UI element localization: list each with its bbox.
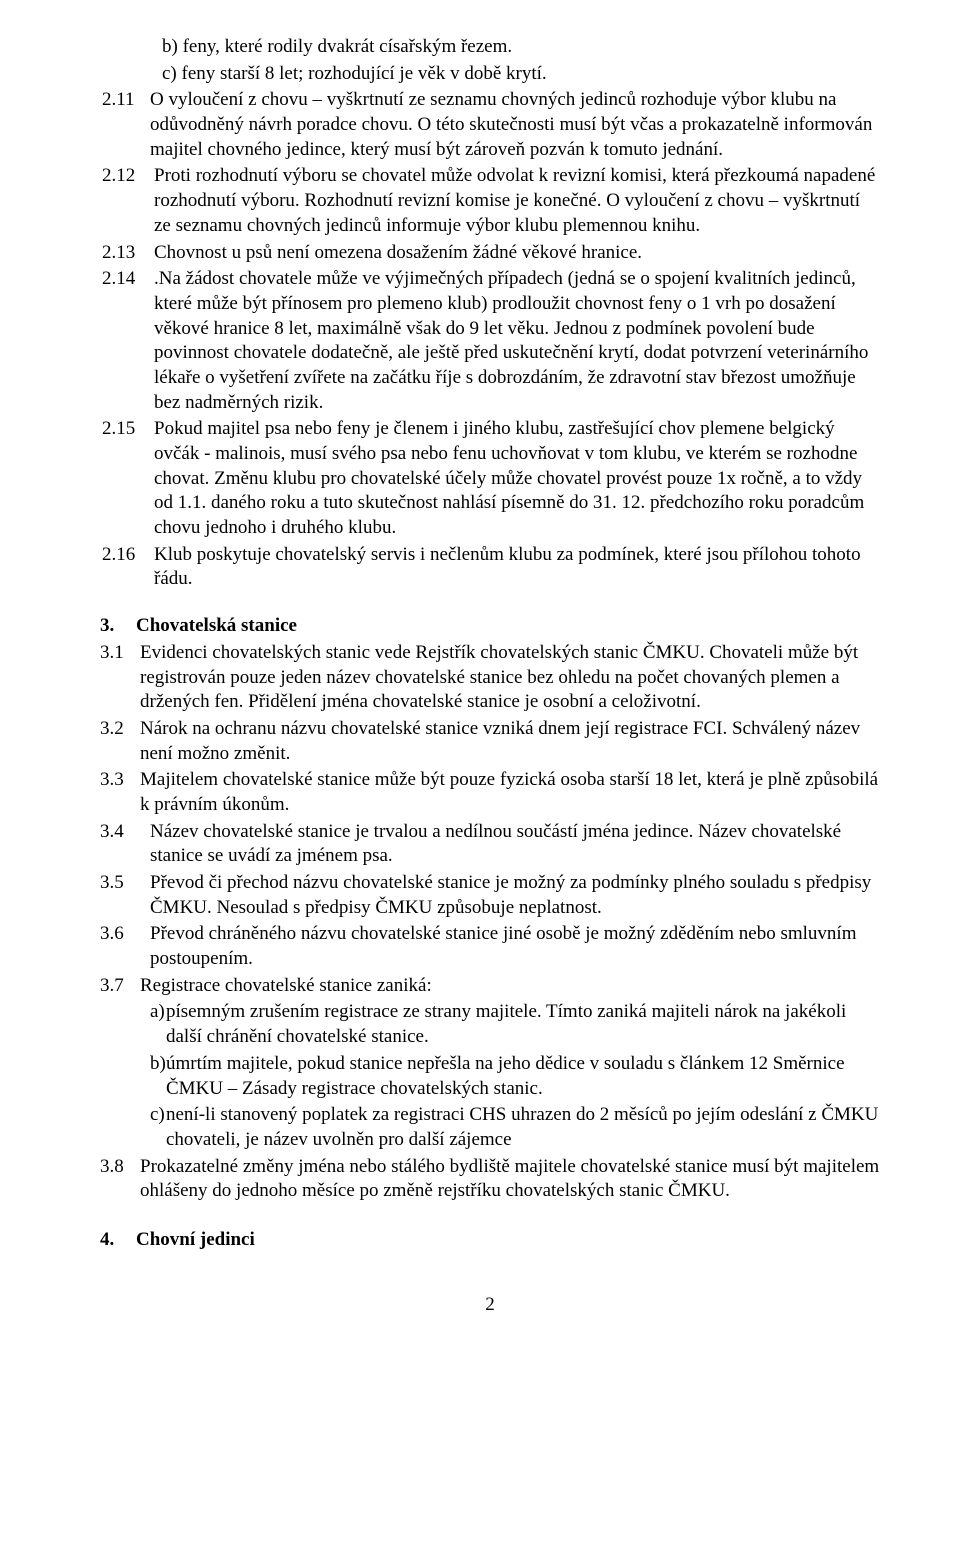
num-2-13: 2.13 <box>100 241 154 266</box>
section-3-title: Chovatelská stanice <box>136 614 880 639</box>
paragraph-3-2: 3.2 Nárok na ochranu názvu chovatelské s… <box>100 717 880 766</box>
num-2-12: 2.12 <box>100 164 154 238</box>
content-2-13: Chovnost u psů není omezena dosažením žá… <box>154 241 880 266</box>
paragraph-3-1: 3.1 Evidenci chovatelských stanic vede R… <box>100 641 880 715</box>
num-3-3: 3.3 <box>100 768 140 817</box>
section-3-heading: 3. Chovatelská stanice <box>100 614 880 639</box>
paragraph-2-13: 2.13 Chovnost u psů není omezena dosažen… <box>100 241 880 266</box>
paragraph-3-7-a: a) písemným zrušením registrace ze stran… <box>100 1000 880 1049</box>
content-2-15: Pokud majitel psa nebo feny je členem i … <box>154 417 880 540</box>
content-3-4: Název chovatelské stanice je trvalou a n… <box>140 820 880 869</box>
num-3-8: 3.8 <box>100 1155 140 1204</box>
content-3-1: Evidenci chovatelských stanic vede Rejst… <box>140 641 880 715</box>
paragraph-3-3: 3.3 Majitelem chovatelské stanice může b… <box>100 768 880 817</box>
content-3-6: Převod chráněného názvu chovatelské stan… <box>140 922 880 971</box>
content-3-7: Registrace chovatelské stanice zaniká: <box>140 974 880 999</box>
content-2-14: .Na žádost chovatele může ve výjimečných… <box>154 267 880 415</box>
section-4-heading: 4. Chovní jedinci <box>100 1228 880 1253</box>
num-3-7: 3.7 <box>100 974 140 999</box>
list-item-c: c) feny starší 8 let; rozhodující je věk… <box>100 62 880 87</box>
section-4-title: Chovní jedinci <box>136 1228 880 1253</box>
text-c: feny starší 8 let; rozhodující je věk v … <box>182 63 547 84</box>
letter-b: b) <box>162 36 178 57</box>
num-3-1: 3.1 <box>100 641 140 715</box>
paragraph-3-6: 3.6 Převod chráněného názvu chovatelské … <box>100 922 880 971</box>
content-2-16: Klub poskytuje chovatelský servis i nečl… <box>154 543 880 592</box>
paragraph-3-7-c: c) není-li stanovený poplatek za registr… <box>100 1103 880 1152</box>
paragraph-3-4: 3.4 Název chovatelské stanice je trvalou… <box>100 820 880 869</box>
content-3-8: Prokazatelné změny jména nebo stálého by… <box>140 1155 880 1204</box>
paragraph-3-7-b: b) úmrtím majitele, pokud stanice nepřeš… <box>100 1052 880 1101</box>
paragraph-2-14: 2.14 .Na žádost chovatele může ve výjime… <box>100 267 880 415</box>
paragraph-3-5: 3.5 Převod či přechod názvu chovatelské … <box>100 871 880 920</box>
num-2-16: 2.16 <box>100 543 154 592</box>
list-item-b: b) feny, které rodily dvakrát císařským … <box>100 35 880 60</box>
page-number: 2 <box>100 1293 880 1318</box>
content-3-7-b: úmrtím majitele, pokud stanice nepřešla … <box>166 1052 880 1101</box>
paragraph-2-15: 2.15 Pokud majitel psa nebo feny je člen… <box>100 417 880 540</box>
num-3-5: 3.5 <box>100 871 140 920</box>
num-2-14: 2.14 <box>100 267 154 415</box>
num-3-4: 3.4 <box>100 820 140 869</box>
paragraph-2-11: 2.11 O vyloučení z chovu – vyškrtnutí ze… <box>100 88 880 162</box>
paragraph-3-7: 3.7 Registrace chovatelské stanice zanik… <box>100 974 880 999</box>
num-2-11: 2.11 <box>100 88 150 162</box>
paragraph-2-16: 2.16 Klub poskytuje chovatelský servis i… <box>100 543 880 592</box>
content-2-11: O vyloučení z chovu – vyškrtnutí ze sezn… <box>150 88 880 162</box>
num-3-6: 3.6 <box>100 922 140 971</box>
letter-c: c) <box>162 63 177 84</box>
paragraph-3-8: 3.8 Prokazatelné změny jména nebo stáléh… <box>100 1155 880 1204</box>
section-4-num: 4. <box>100 1228 136 1253</box>
num-2-15: 2.15 <box>100 417 154 540</box>
num-3-2: 3.2 <box>100 717 140 766</box>
content-3-7-c: není-li stanovený poplatek za registraci… <box>166 1103 880 1152</box>
section-3-num: 3. <box>100 614 136 639</box>
content-3-2: Nárok na ochranu názvu chovatelské stani… <box>140 717 880 766</box>
content-3-5: Převod či přechod názvu chovatelské stan… <box>140 871 880 920</box>
content-3-3: Majitelem chovatelské stanice může být p… <box>140 768 880 817</box>
content-2-12: Proti rozhodnutí výboru se chovatel může… <box>154 164 880 238</box>
text-b: feny, které rodily dvakrát císařským řez… <box>183 36 513 57</box>
paragraph-2-12: 2.12 Proti rozhodnutí výboru se chovatel… <box>100 164 880 238</box>
content-3-7-a: písemným zrušením registrace ze strany m… <box>166 1000 880 1049</box>
